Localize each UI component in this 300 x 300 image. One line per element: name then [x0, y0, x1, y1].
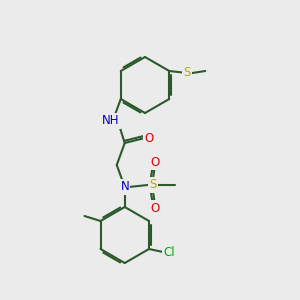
Text: S: S	[184, 67, 191, 80]
Text: O: O	[150, 202, 159, 214]
Text: NH: NH	[102, 115, 119, 128]
Text: S: S	[149, 178, 156, 191]
Text: Cl: Cl	[163, 245, 175, 259]
Text: O: O	[144, 131, 153, 145]
Text: N: N	[120, 181, 129, 194]
Text: O: O	[150, 155, 159, 169]
